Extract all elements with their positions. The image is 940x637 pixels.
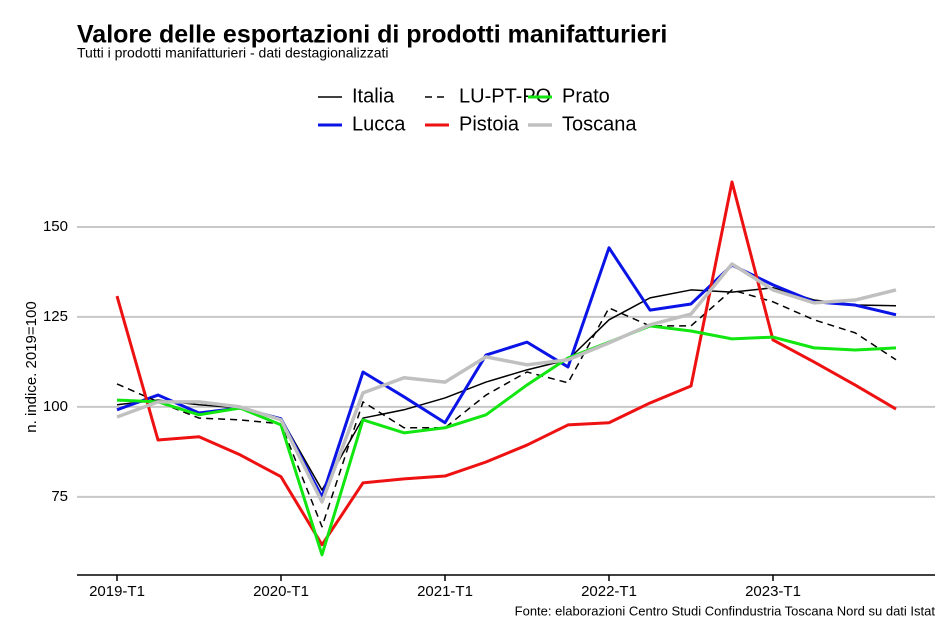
legend-label: Prato [562, 85, 610, 107]
chart-title: Valore delle esportazioni di prodotti ma… [77, 21, 667, 49]
x-tick-label: 2022-T1 [581, 583, 637, 600]
y-axis-label: n. indice. 2019=100 [23, 301, 40, 432]
y-tick-label: 75 [51, 488, 68, 505]
series-line [116, 287, 897, 491]
legend-label: Pistoia [459, 113, 520, 135]
legend-label: Italia [352, 85, 395, 107]
series-line [116, 289, 897, 528]
y-tick-label: 125 [43, 308, 68, 325]
series-line [116, 246, 897, 499]
legend-label: Toscana [562, 113, 637, 135]
series-line [115, 180, 897, 547]
x-tick-label: 2023-T1 [745, 583, 801, 600]
caption: Fonte: elaborazioni Centro Studi Confind… [515, 603, 936, 618]
x-tick-label: 2020-T1 [253, 583, 309, 600]
y-tick-label: 100 [43, 398, 68, 415]
x-tick-label: 2019-T1 [89, 583, 145, 600]
chart-subtitle: Tutti i prodotti manifatturieri - dati d… [77, 45, 389, 61]
x-tick-label: 2021-T1 [417, 583, 473, 600]
legend-label: LU-PT-PO [459, 85, 551, 107]
series-line [116, 262, 897, 504]
legend-label: Lucca [352, 113, 406, 135]
y-tick-label: 150 [43, 218, 68, 235]
